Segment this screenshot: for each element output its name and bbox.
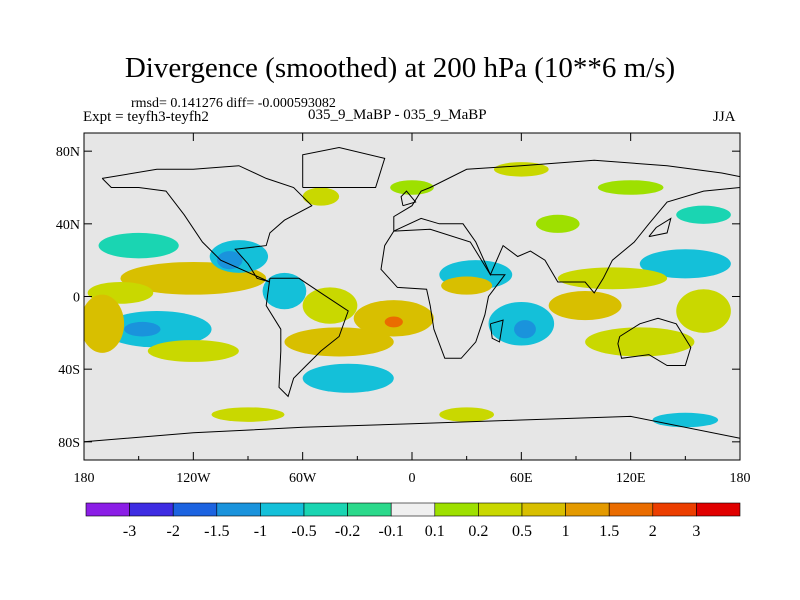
contour-region	[84, 294, 125, 353]
contour-region	[514, 320, 536, 339]
colorbar-label: 0.2	[468, 523, 488, 540]
colorbar-swatch	[521, 502, 566, 517]
y-tick-label: 80N	[56, 145, 80, 160]
x-tick-label: 60W	[289, 471, 317, 486]
colorbar-label: 3	[692, 523, 700, 540]
coastline	[393, 159, 740, 294]
colorbar-label: -0.2	[335, 523, 360, 540]
colorbar-label: -0.5	[291, 523, 316, 540]
coastline	[265, 277, 349, 398]
contour-region	[652, 412, 719, 428]
colorbar-label: 1.5	[599, 523, 619, 540]
coastlines	[84, 146, 740, 443]
contour-region	[384, 316, 403, 328]
colorbar-label: -1.5	[204, 523, 229, 540]
coastline	[489, 319, 504, 343]
colorbar-swatch	[565, 502, 610, 517]
x-tick-label: 180	[730, 471, 751, 486]
contour-region	[262, 272, 307, 310]
contour-region	[639, 249, 731, 279]
x-tick-label: 120E	[616, 471, 646, 486]
y-axis: 80N 40N 0 40S 80S	[56, 145, 740, 451]
colorbar-swatch	[85, 502, 130, 517]
colorbar-swatch	[303, 502, 348, 517]
contour-region	[676, 289, 731, 333]
contour-region	[147, 340, 239, 362]
x-axis: 180 120W 60W 0 60E 120E 180	[74, 133, 751, 486]
experiment-label: Expt = teyfh3-teyfh2	[83, 109, 209, 125]
coastline	[302, 146, 386, 188]
contour-region	[302, 287, 358, 324]
colorbar-swatch	[652, 502, 697, 517]
coastline	[101, 165, 313, 283]
contour-region	[557, 267, 668, 290]
contour-region	[585, 327, 695, 357]
coastline	[84, 415, 740, 443]
colorbar-swatch	[216, 502, 261, 517]
colorbar-swatch	[260, 502, 305, 517]
contour-region	[284, 327, 394, 357]
colorbar-label: -2	[167, 523, 180, 540]
colorbar-swatch	[608, 502, 654, 517]
contour-region	[493, 162, 549, 177]
colorbar-swatch	[347, 502, 392, 517]
y-tick-label: 40N	[56, 218, 80, 233]
y-tick-label: 80S	[58, 436, 80, 451]
colorbar-swatch	[696, 502, 741, 517]
contour-region	[211, 407, 285, 422]
colorbar-label: 0.5	[512, 523, 532, 540]
x-tick-label: 0	[409, 471, 416, 486]
season-label: JJA	[713, 109, 736, 125]
y-tick-label: 0	[73, 291, 80, 306]
contour-region	[439, 407, 494, 422]
contour-region	[676, 205, 731, 224]
contour-region	[98, 232, 179, 259]
chart-title: Divergence (smoothed) at 200 hPa (10**6 …	[124, 52, 676, 84]
contour-field	[84, 162, 731, 428]
stats-label: rmsd= 0.141276 diff= -0.000593082	[131, 96, 336, 111]
coastline	[617, 317, 692, 366]
contour-region	[441, 276, 493, 295]
colorbar-label: 1	[562, 523, 570, 540]
colorbar-label: -0.1	[379, 523, 404, 540]
colorbar-swatch	[434, 502, 479, 517]
colorbar-label: 0.1	[425, 523, 445, 540]
coastline	[400, 190, 417, 207]
contour-region	[535, 214, 580, 233]
contour-region	[548, 291, 622, 321]
coastline	[648, 217, 672, 238]
colorbar-label: -3	[123, 523, 136, 540]
contour-region	[124, 321, 161, 337]
colorbar-label: -1	[254, 523, 267, 540]
coastline	[380, 228, 506, 359]
colorbar-swatch	[129, 502, 174, 517]
case-label: 035_9_MaBP - 035_9_MaBP	[308, 107, 487, 123]
contour-region	[390, 180, 434, 195]
colorbar-swatch	[390, 502, 436, 517]
colorbar-label: 2	[649, 523, 657, 540]
x-tick-label: 180	[74, 471, 95, 486]
contour-region	[302, 187, 340, 206]
contour-region	[217, 251, 243, 270]
colorbar: -3 -2 -1.5 -1 -0.5 -0.2 -0.1 0.1 0.2 0.5 1 1.5 2 3	[85, 502, 741, 540]
y-tick-label: 40S	[58, 363, 80, 378]
x-tick-label: 120W	[176, 471, 211, 486]
x-tick-label: 60E	[510, 471, 533, 486]
contour-region	[302, 363, 394, 393]
colorbar-swatch	[172, 502, 218, 517]
contour-region	[597, 180, 664, 195]
colorbar-swatch	[478, 502, 523, 517]
